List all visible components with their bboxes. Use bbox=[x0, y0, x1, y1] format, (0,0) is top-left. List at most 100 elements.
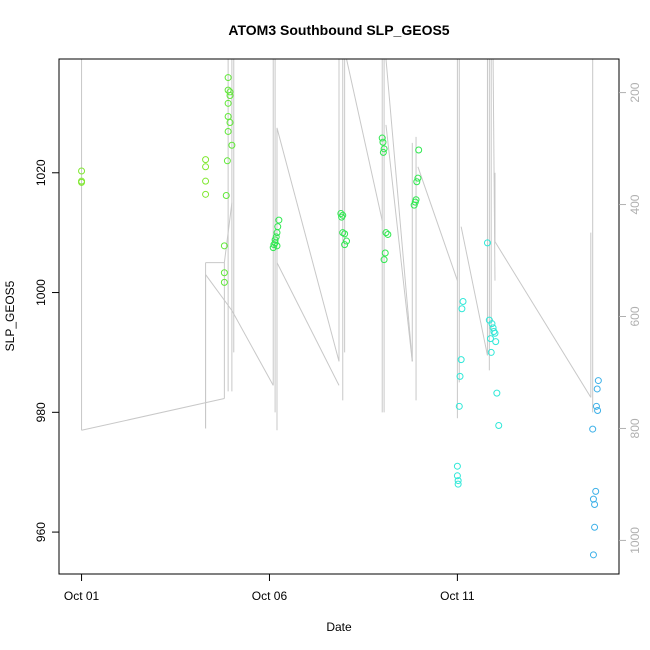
secondary-y-tick-label: 600 bbox=[628, 306, 642, 326]
x-axis-label: Date bbox=[326, 620, 352, 634]
data-point bbox=[224, 112, 232, 120]
y-tick-label: 1020 bbox=[34, 159, 48, 186]
trace-segment bbox=[417, 166, 458, 281]
data-point bbox=[593, 385, 601, 393]
data-point bbox=[343, 237, 351, 245]
data-point bbox=[224, 99, 232, 107]
data-point bbox=[378, 134, 386, 142]
data-point bbox=[224, 74, 232, 82]
data-point bbox=[380, 256, 388, 264]
data-point bbox=[202, 156, 210, 164]
data-point bbox=[379, 148, 387, 156]
trace-segment bbox=[460, 226, 488, 356]
data-point bbox=[275, 216, 283, 224]
data-point bbox=[78, 167, 86, 175]
data-points bbox=[78, 74, 602, 559]
x-axis: Oct 01 Oct 06 Oct 11 bbox=[64, 573, 475, 603]
data-point bbox=[202, 177, 210, 185]
trace-segment bbox=[385, 58, 413, 362]
data-point bbox=[226, 88, 234, 96]
secondary-y-tick-label: 400 bbox=[628, 194, 642, 214]
data-point bbox=[228, 141, 236, 149]
data-point bbox=[594, 377, 602, 385]
data-point bbox=[384, 230, 392, 238]
data-point bbox=[223, 157, 231, 165]
data-point bbox=[459, 298, 467, 306]
secondary-y-tick-label: 1000 bbox=[628, 527, 642, 554]
data-point bbox=[414, 174, 422, 182]
data-point bbox=[412, 196, 420, 204]
data-point bbox=[490, 327, 498, 335]
secondary-y-tick-label: 800 bbox=[628, 418, 642, 438]
data-point bbox=[202, 163, 210, 171]
trace-segment bbox=[492, 58, 496, 281]
altitude-trace bbox=[81, 58, 594, 431]
y-tick-label: 980 bbox=[34, 402, 48, 422]
data-point bbox=[592, 487, 600, 495]
data-point bbox=[453, 462, 461, 470]
trace-segment bbox=[231, 310, 274, 386]
data-point bbox=[337, 210, 345, 217]
data-point bbox=[341, 241, 349, 249]
data-point bbox=[453, 472, 461, 480]
data-point bbox=[455, 402, 463, 410]
data-point bbox=[592, 402, 600, 410]
x-tick-label: Oct 06 bbox=[252, 589, 288, 603]
data-point bbox=[483, 239, 491, 247]
trace-segment bbox=[205, 274, 233, 311]
data-point bbox=[380, 145, 388, 153]
y-axis-label: SLP_GEOS5 bbox=[3, 280, 17, 351]
data-point bbox=[594, 407, 602, 415]
data-point bbox=[379, 138, 387, 146]
data-point bbox=[338, 213, 346, 221]
data-point bbox=[274, 223, 282, 231]
secondary-y-axis: 200 400 600 800 1000 bbox=[619, 82, 642, 554]
y-tick-label: 1000 bbox=[34, 279, 48, 306]
trace-segment bbox=[81, 398, 225, 431]
data-point bbox=[269, 244, 277, 252]
data-point bbox=[222, 192, 230, 200]
data-point bbox=[415, 146, 423, 154]
data-point bbox=[339, 211, 347, 219]
data-point bbox=[456, 372, 464, 380]
y-axis: 960 980 1000 1020 bbox=[34, 159, 59, 542]
trace-segment bbox=[276, 127, 340, 362]
data-point bbox=[486, 335, 494, 343]
data-point bbox=[493, 389, 501, 397]
data-point bbox=[220, 242, 228, 250]
data-point bbox=[454, 477, 462, 485]
x-tick-label: Oct 11 bbox=[440, 589, 475, 603]
data-point bbox=[458, 305, 466, 313]
data-point bbox=[78, 178, 86, 186]
data-point bbox=[220, 269, 228, 277]
data-point bbox=[487, 348, 495, 356]
data-point bbox=[270, 241, 278, 249]
data-point bbox=[413, 178, 421, 186]
data-point bbox=[382, 229, 390, 237]
data-point bbox=[488, 320, 496, 328]
secondary-y-tick-label: 200 bbox=[628, 82, 642, 102]
data-point bbox=[226, 92, 234, 100]
chart-title: ATOM3 Southbound SLP_GEOS5 bbox=[228, 22, 449, 38]
data-point bbox=[589, 425, 597, 433]
trace-segment bbox=[385, 124, 413, 362]
data-point bbox=[341, 230, 349, 238]
data-point bbox=[271, 239, 279, 247]
data-point bbox=[271, 236, 279, 244]
data-point bbox=[589, 551, 597, 559]
data-point bbox=[226, 118, 234, 126]
data-point bbox=[220, 278, 228, 286]
trace-segment bbox=[346, 58, 383, 221]
x-tick-label: Oct 01 bbox=[64, 589, 100, 603]
data-point bbox=[591, 523, 599, 531]
data-point bbox=[457, 356, 465, 364]
y-tick-label: 960 bbox=[34, 522, 48, 542]
data-point bbox=[591, 501, 599, 509]
trace-segment bbox=[494, 241, 592, 398]
data-point bbox=[202, 190, 210, 198]
data-point bbox=[381, 249, 389, 257]
trace-segment bbox=[276, 262, 340, 386]
data-point bbox=[224, 127, 232, 135]
data-point bbox=[492, 338, 500, 346]
